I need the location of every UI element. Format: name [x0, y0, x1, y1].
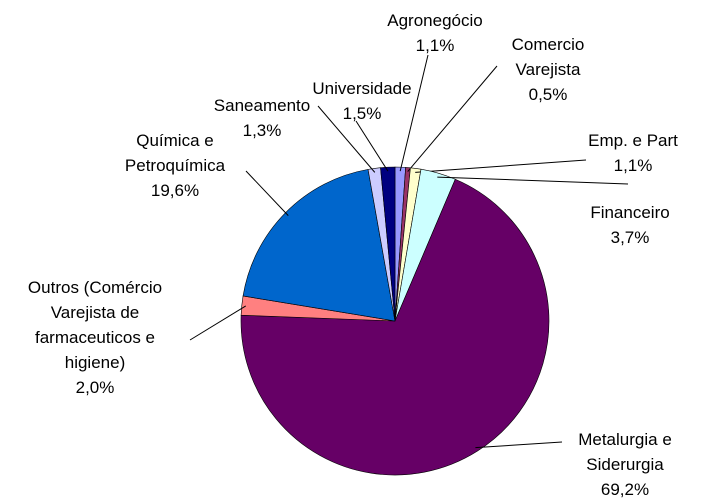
leader-line	[189, 305, 247, 341]
category-label: Saneamento	[213, 96, 311, 115]
slice-label: Saneamento 1,3%	[202, 93, 322, 143]
leader-line	[399, 54, 429, 172]
value-label: 2,0%	[75, 378, 115, 397]
slice-label: Financeiro 3,7%	[570, 200, 690, 250]
category-label: Agronegócio	[387, 11, 483, 30]
value-label: 3,7%	[610, 228, 650, 247]
value-label: 69,2%	[600, 480, 650, 499]
slice-label: Emp. e Part 1,1%	[573, 128, 693, 178]
category-label: Emp. e Part	[588, 131, 678, 150]
leader-line	[355, 120, 389, 172]
value-label: 1,1%	[415, 36, 455, 55]
slice-label: Outros (Comércio Varejista de farmaceuti…	[5, 275, 185, 400]
slice-label: Metalurgia e Siderurgia 69,2%	[570, 427, 680, 499]
category-label: Comercio Varejista	[511, 35, 585, 79]
value-label: 1,5%	[342, 104, 382, 123]
leader-line	[437, 176, 629, 185]
pie-slice	[380, 166, 396, 322]
leader-line	[415, 159, 587, 173]
slice-label: Comercio Varejista 0,5%	[498, 32, 598, 107]
leader-line	[475, 441, 563, 449]
leader-line	[245, 170, 289, 216]
leader-line	[407, 65, 498, 172]
slice-label: Agronegócio 1,1%	[375, 8, 495, 58]
leader-line	[317, 105, 376, 173]
value-label: 1,1%	[613, 156, 653, 175]
category-label: Outros (Comércio Varejista de farmaceuti…	[27, 278, 163, 372]
category-label: Financeiro	[590, 203, 670, 222]
value-label: 1,3%	[242, 121, 282, 140]
category-label: Química e Petroquímica	[124, 131, 226, 175]
value-label: 19,6%	[150, 181, 200, 200]
pie-slice	[240, 178, 550, 476]
slice-label: Química e Petroquímica 19,6%	[110, 128, 240, 203]
category-label: Metalurgia e Siderurgia	[578, 430, 672, 474]
category-label: Universidade	[312, 79, 412, 98]
value-label: 0,5%	[528, 85, 568, 104]
slice-label: Universidade 1,5%	[302, 76, 422, 126]
